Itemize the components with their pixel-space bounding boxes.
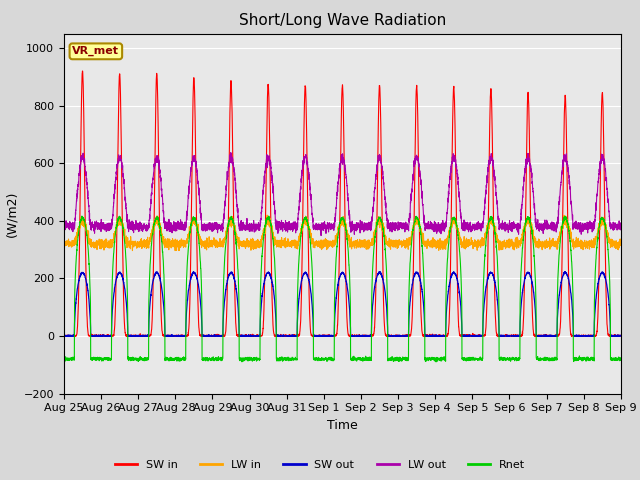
LW in [617,241,625,247]
LW in [468,240,476,246]
LW out [160,216,168,222]
Rnet [499,355,507,361]
Legend: SW in, LW in, SW out, LW out, Rnet: SW in, LW in, SW out, LW out, Rnet [110,456,530,474]
SW out [376,269,384,275]
SW in [161,333,168,339]
LW out [499,224,507,230]
X-axis label: Time: Time [327,419,358,432]
LW in [60,240,68,246]
LW in [263,212,271,218]
SW in [60,333,68,339]
LW in [161,240,168,245]
Rnet [617,357,625,363]
Line: LW out: LW out [64,153,621,236]
SW in [322,332,330,338]
SW in [617,333,625,339]
Text: VR_met: VR_met [72,46,119,57]
Rnet [468,357,476,362]
LW out [436,226,444,232]
Y-axis label: (W/m2): (W/m2) [5,191,18,237]
Line: SW in: SW in [64,71,621,336]
LW out [317,233,325,239]
SW out [60,333,68,339]
Rnet [436,355,444,361]
LW out [60,225,68,231]
SW out [436,333,444,339]
SW in [79,68,86,74]
LW in [499,239,507,245]
Rnet [160,276,168,282]
LW in [436,240,444,246]
LW out [322,223,330,229]
Rnet [60,357,68,362]
LW in [129,248,136,253]
SW out [60,333,68,339]
Title: Short/Long Wave Radiation: Short/Long Wave Radiation [239,13,446,28]
Rnet [432,359,440,365]
Rnet [616,355,624,360]
SW in [616,333,624,339]
SW in [468,333,476,339]
SW in [60,333,68,338]
LW out [227,150,235,156]
SW out [616,333,624,338]
SW in [436,333,444,338]
LW out [468,226,476,231]
SW out [322,333,330,338]
SW out [161,311,168,316]
SW out [499,333,507,339]
Line: Rnet: Rnet [64,216,621,362]
LW out [617,224,625,230]
LW in [322,241,330,247]
Rnet [265,213,273,219]
LW out [616,226,624,232]
Line: LW in: LW in [64,215,621,251]
SW in [499,333,507,339]
LW in [616,240,624,246]
Line: SW out: SW out [64,272,621,336]
SW out [617,333,625,338]
SW out [468,333,476,338]
Rnet [322,356,330,362]
